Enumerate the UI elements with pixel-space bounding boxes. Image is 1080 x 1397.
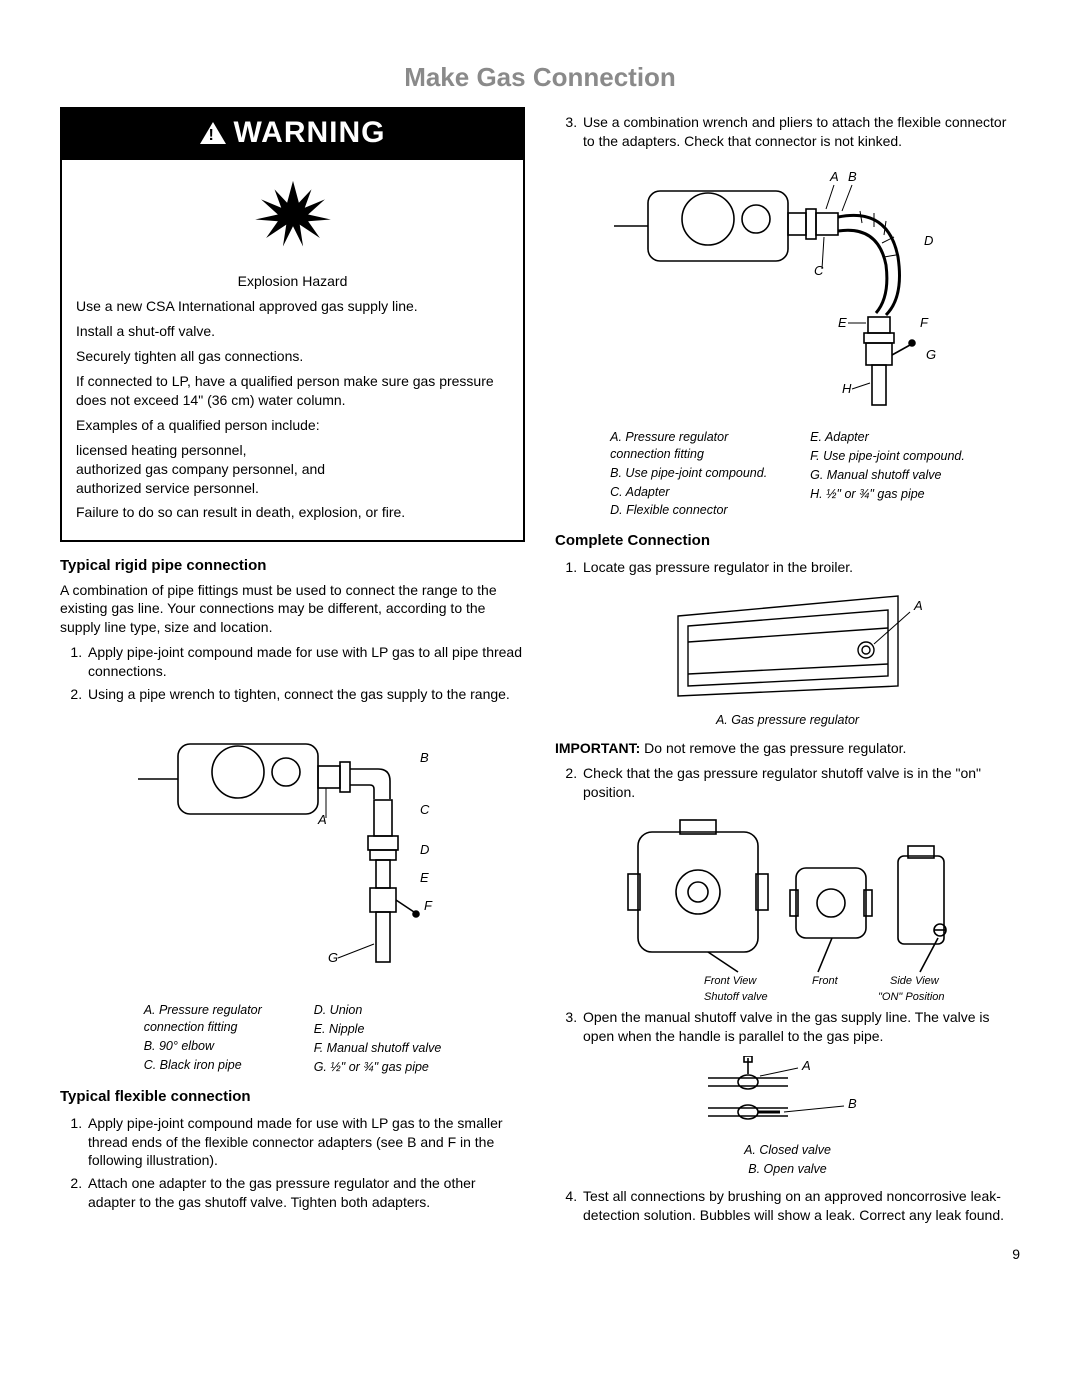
step: Open the manual shutoff valve in the gas… xyxy=(581,1008,1020,1046)
broiler-diagram: A xyxy=(648,586,928,706)
svg-text:G: G xyxy=(328,950,338,965)
svg-text:B: B xyxy=(848,1096,857,1111)
right-column: Use a combination wrench and pliers to a… xyxy=(555,107,1020,1233)
legend-item: B. 90° elbow xyxy=(144,1038,294,1055)
page-title: Make Gas Connection xyxy=(60,60,1020,95)
svg-text:D: D xyxy=(420,842,429,857)
rigid-diagram: B C A D E F G xyxy=(118,714,468,994)
warning-line: Use a new CSA International approved gas… xyxy=(76,297,509,316)
svg-text:B: B xyxy=(420,750,429,765)
step: Check that the gas pressure regulator sh… xyxy=(581,764,1020,802)
left-column: WARNING Explosion Hazard Use a new CSA I… xyxy=(60,107,525,1233)
hazard-text: Explosion Hazard xyxy=(76,272,509,291)
svg-text:Front View: Front View xyxy=(704,975,757,987)
warning-line: Securely tighten all gas connections. xyxy=(76,347,509,366)
legend-item: B. Open valve xyxy=(555,1161,1020,1178)
legend-item: E. Adapter xyxy=(810,429,965,446)
svg-text:C: C xyxy=(420,802,430,817)
page-number: 9 xyxy=(60,1245,1020,1264)
rigid-intro: A combination of pipe fittings must be u… xyxy=(60,581,525,638)
legend-item: A. Closed valve xyxy=(555,1142,1020,1159)
svg-text:F: F xyxy=(920,315,929,330)
important-line: IMPORTANT: Do not remove the gas pressur… xyxy=(555,739,1020,758)
legend-item: F. Use pipe-joint compound. xyxy=(810,448,965,465)
warning-triangle-icon xyxy=(200,122,226,144)
legend-col: D. Union E. Nipple F. Manual shutoff val… xyxy=(314,1000,442,1078)
important-text: Do not remove the gas pressure regulator… xyxy=(640,740,906,756)
legend-col: E. Adapter F. Use pipe-joint compound. G… xyxy=(810,427,965,521)
complete-steps-3: Open the manual shutoff valve in the gas… xyxy=(555,1008,1020,1046)
svg-text:H: H xyxy=(842,381,852,396)
svg-text:A: A xyxy=(801,1058,811,1073)
legend-col: A. Pressure regulator connection fitting… xyxy=(610,427,770,521)
svg-text:G: G xyxy=(926,347,936,362)
svg-text:Front: Front xyxy=(812,975,839,987)
warning-line: Failure to do so can result in death, ex… xyxy=(76,503,509,522)
flex-steps-cont: Use a combination wrench and pliers to a… xyxy=(555,113,1020,151)
valve-diagram: A B xyxy=(678,1056,898,1136)
regulator-views-diagram: Front View Front Side View Shutoff valve… xyxy=(608,812,968,1002)
valve-legend: A. Closed valve B. Open valve xyxy=(555,1142,1020,1178)
svg-text:"ON" Position: "ON" Position xyxy=(878,991,945,1002)
legend-item: C. Adapter xyxy=(610,484,770,501)
broiler-legend: A. Gas pressure regulator xyxy=(555,712,1020,729)
flex-head: Typical flexible connection xyxy=(60,1087,525,1107)
legend-item: F. Manual shutoff valve xyxy=(314,1040,442,1057)
rigid-head: Typical rigid pipe connection xyxy=(60,556,525,576)
complete-steps-4: Test all connections by brushing on an a… xyxy=(555,1187,1020,1225)
rigid-legend: A. Pressure regulator connection fitting… xyxy=(60,1000,525,1078)
explosion-icon-area xyxy=(62,160,523,265)
flex-steps: Apply pipe-joint compound made for use w… xyxy=(60,1114,525,1212)
legend-item: G. Manual shutoff valve xyxy=(810,467,965,484)
flex-legend: A. Pressure regulator connection fitting… xyxy=(555,427,1020,521)
step: Locate gas pressure regulator in the bro… xyxy=(581,558,1020,577)
legend-item: G. ½" or ¾" gas pipe xyxy=(314,1059,442,1076)
step: Use a combination wrench and pliers to a… xyxy=(581,113,1020,151)
svg-text:Side View: Side View xyxy=(890,975,940,987)
step: Apply pipe-joint compound made for use w… xyxy=(86,1114,525,1171)
warning-line: licensed heating personnel, authorized g… xyxy=(76,441,509,498)
complete-head: Complete Connection xyxy=(555,531,1020,551)
svg-text:E: E xyxy=(838,315,847,330)
complete-steps-2: Check that the gas pressure regulator sh… xyxy=(555,764,1020,802)
svg-text:E: E xyxy=(420,870,429,885)
svg-text:B: B xyxy=(848,169,857,184)
warning-box: WARNING Explosion Hazard Use a new CSA I… xyxy=(60,107,525,542)
rigid-steps: Apply pipe-joint compound made for use w… xyxy=(60,643,525,704)
complete-steps: Locate gas pressure regulator in the bro… xyxy=(555,558,1020,577)
content-columns: WARNING Explosion Hazard Use a new CSA I… xyxy=(60,107,1020,1233)
warning-header: WARNING xyxy=(62,109,523,160)
legend-item: B. Use pipe-joint compound. xyxy=(610,465,770,482)
legend-item: A. Pressure regulator connection fitting xyxy=(144,1002,294,1036)
explosion-icon xyxy=(251,174,335,250)
step: Test all connections by brushing on an a… xyxy=(581,1187,1020,1225)
important-label: IMPORTANT: xyxy=(555,740,640,756)
warning-line: If connected to LP, have a qualified per… xyxy=(76,372,509,410)
legend-col: A. Pressure regulator connection fitting… xyxy=(144,1000,294,1078)
legend-item: E. Nipple xyxy=(314,1021,442,1038)
warning-header-text: WARNING xyxy=(234,113,386,154)
warning-line: Examples of a qualified person include: xyxy=(76,416,509,435)
step: Using a pipe wrench to tighten, connect … xyxy=(86,685,525,704)
legend-item: A. Pressure regulator connection fitting xyxy=(610,429,770,463)
legend-item: C. Black iron pipe xyxy=(144,1057,294,1074)
svg-text:A: A xyxy=(829,169,839,184)
flex-diagram: A B D C E F G H xyxy=(608,161,968,421)
legend-item: D. Flexible connector xyxy=(610,502,770,519)
legend-item: D. Union xyxy=(314,1002,442,1019)
svg-text:A: A xyxy=(317,812,327,827)
svg-text:D: D xyxy=(924,233,933,248)
step: Attach one adapter to the gas pressure r… xyxy=(86,1174,525,1212)
svg-text:F: F xyxy=(424,898,433,913)
legend-item: A. Gas pressure regulator xyxy=(555,712,1020,729)
svg-text:A: A xyxy=(913,598,923,613)
warning-line: Install a shut-off valve. xyxy=(76,322,509,341)
step: Apply pipe-joint compound made for use w… xyxy=(86,643,525,681)
legend-item: H. ½" or ¾" gas pipe xyxy=(810,486,965,503)
svg-text:Shutoff valve: Shutoff valve xyxy=(704,991,768,1002)
warning-body: Explosion Hazard Use a new CSA Internati… xyxy=(62,264,523,540)
